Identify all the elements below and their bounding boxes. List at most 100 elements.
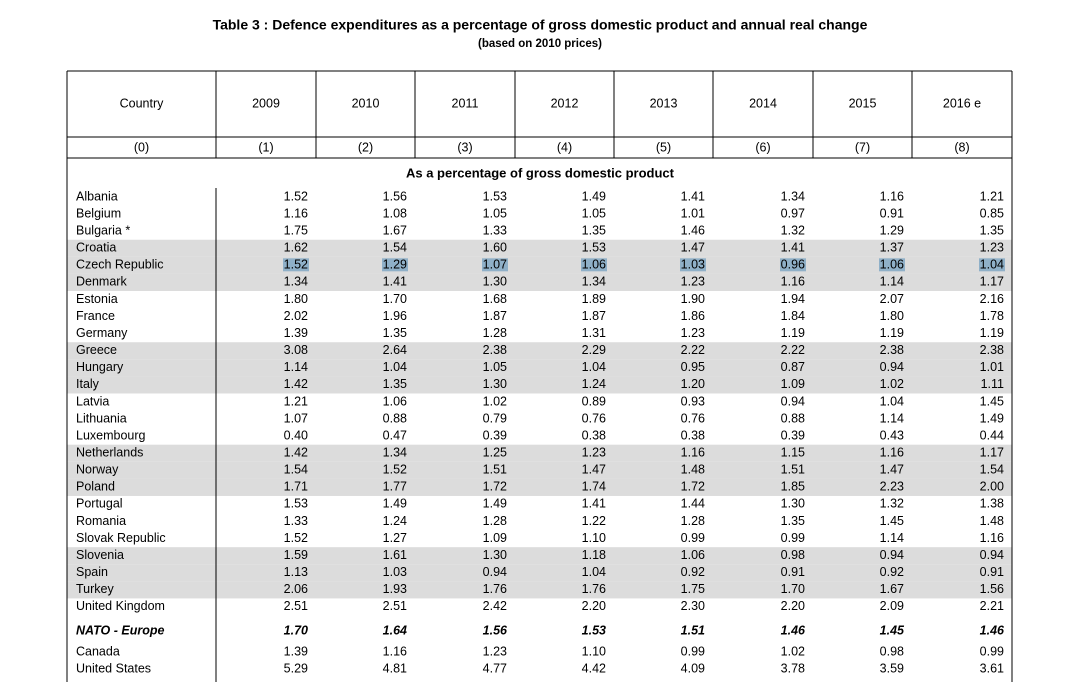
cell: 2.09 bbox=[880, 599, 904, 613]
cell: 2.22 bbox=[681, 343, 705, 357]
cell: 1.14 bbox=[880, 531, 904, 545]
cell: 1.07 bbox=[284, 411, 308, 425]
cell: 1.52 bbox=[284, 189, 308, 203]
country: Bulgaria * bbox=[76, 223, 130, 237]
cell: 2.38 bbox=[880, 343, 904, 357]
selection bbox=[482, 258, 508, 272]
cell: 4.81 bbox=[383, 661, 407, 675]
cell: 3.78 bbox=[781, 661, 805, 675]
cell: 1.52 bbox=[284, 258, 308, 272]
cell: 1.28 bbox=[681, 514, 705, 528]
country: Norway bbox=[76, 463, 119, 477]
cell: 1.29 bbox=[383, 258, 407, 272]
cell: 1.24 bbox=[383, 514, 407, 528]
cell: 1.53 bbox=[582, 241, 606, 255]
column-header: 2013 bbox=[650, 96, 678, 110]
cell: 1.70 bbox=[781, 582, 805, 596]
country: Latvia bbox=[76, 394, 109, 408]
cell: 1.53 bbox=[582, 623, 606, 637]
cell: 1.89 bbox=[582, 292, 606, 306]
cell: 1.09 bbox=[483, 531, 507, 545]
cell: 0.89 bbox=[582, 394, 606, 408]
cell: 1.23 bbox=[681, 326, 705, 340]
cell: 1.75 bbox=[284, 223, 308, 237]
country: Belgium bbox=[76, 206, 121, 220]
cell: 1.32 bbox=[781, 223, 805, 237]
cell: 1.48 bbox=[681, 463, 705, 477]
column-header: 2010 bbox=[352, 96, 380, 110]
cell: 2.00 bbox=[980, 480, 1004, 494]
cell: 1.06 bbox=[383, 394, 407, 408]
cell: 1.34 bbox=[582, 275, 606, 289]
cell: 0.47 bbox=[383, 428, 407, 442]
cell: 0.91 bbox=[781, 565, 805, 579]
cell: 1.35 bbox=[383, 326, 407, 340]
country: Croatia bbox=[76, 241, 116, 255]
cell: 1.31 bbox=[582, 326, 606, 340]
column-number: (7) bbox=[855, 140, 870, 154]
country: Italy bbox=[76, 377, 100, 391]
selection bbox=[382, 258, 408, 272]
cell: 1.06 bbox=[582, 258, 606, 272]
column-header: 2016 e bbox=[943, 96, 981, 110]
row-shade bbox=[67, 547, 1012, 565]
row-shade bbox=[67, 478, 1012, 496]
cell: 1.49 bbox=[980, 411, 1004, 425]
cell: 0.94 bbox=[980, 548, 1004, 562]
cell: 0.76 bbox=[582, 411, 606, 425]
cell: 0.88 bbox=[383, 411, 407, 425]
cell: 1.20 bbox=[681, 377, 705, 391]
cell: 1.94 bbox=[781, 292, 805, 306]
row-shade bbox=[67, 342, 1012, 360]
cell: 1.77 bbox=[383, 480, 407, 494]
country: Hungary bbox=[76, 360, 124, 374]
cell: 3.59 bbox=[880, 661, 904, 675]
row-shade bbox=[67, 564, 1012, 582]
cell: 1.10 bbox=[582, 531, 606, 545]
cell: 2.06 bbox=[284, 582, 308, 596]
cell: 2.07 bbox=[880, 292, 904, 306]
cell: 1.71 bbox=[284, 480, 308, 494]
cell: 0.99 bbox=[980, 644, 1004, 658]
cell: 1.16 bbox=[980, 531, 1004, 545]
cell: 1.56 bbox=[483, 623, 508, 637]
column-number: (8) bbox=[954, 140, 969, 154]
cell: 1.41 bbox=[383, 275, 407, 289]
cell: 1.59 bbox=[284, 548, 308, 562]
cell: 1.18 bbox=[582, 548, 606, 562]
cell: 1.68 bbox=[483, 292, 507, 306]
cell: 1.16 bbox=[284, 206, 308, 220]
cell: 1.29 bbox=[880, 223, 904, 237]
cell: 2.20 bbox=[582, 599, 606, 613]
cell: 1.16 bbox=[880, 445, 904, 459]
selection bbox=[979, 258, 1005, 272]
cell: 1.34 bbox=[383, 445, 407, 459]
cell: 1.93 bbox=[383, 582, 407, 596]
row-shade bbox=[67, 444, 1012, 462]
cell: 1.28 bbox=[483, 514, 507, 528]
cell: 1.56 bbox=[383, 189, 407, 203]
cell: 1.30 bbox=[781, 497, 805, 511]
cell: 0.96 bbox=[781, 258, 805, 272]
cell: 0.98 bbox=[781, 548, 805, 562]
cell: 1.13 bbox=[284, 565, 308, 579]
cell: 1.15 bbox=[781, 445, 805, 459]
cell: 1.41 bbox=[582, 497, 606, 511]
cell: 0.99 bbox=[681, 531, 705, 545]
cell: 1.53 bbox=[483, 189, 507, 203]
cell: 1.80 bbox=[284, 292, 308, 306]
cell: 1.23 bbox=[980, 241, 1004, 255]
cell: 1.51 bbox=[781, 463, 805, 477]
cell: 1.46 bbox=[980, 623, 1005, 637]
cell: 1.05 bbox=[582, 206, 606, 220]
cell: 1.07 bbox=[483, 258, 507, 272]
cell: 1.02 bbox=[483, 394, 507, 408]
cell: 0.95 bbox=[681, 360, 705, 374]
country: Estonia bbox=[76, 292, 118, 306]
cell: 0.39 bbox=[483, 428, 507, 442]
cell: 1.45 bbox=[880, 514, 904, 528]
cell: 1.06 bbox=[880, 258, 904, 272]
cell: 1.14 bbox=[880, 411, 904, 425]
cell: 1.04 bbox=[980, 258, 1004, 272]
cell: 0.93 bbox=[681, 394, 705, 408]
